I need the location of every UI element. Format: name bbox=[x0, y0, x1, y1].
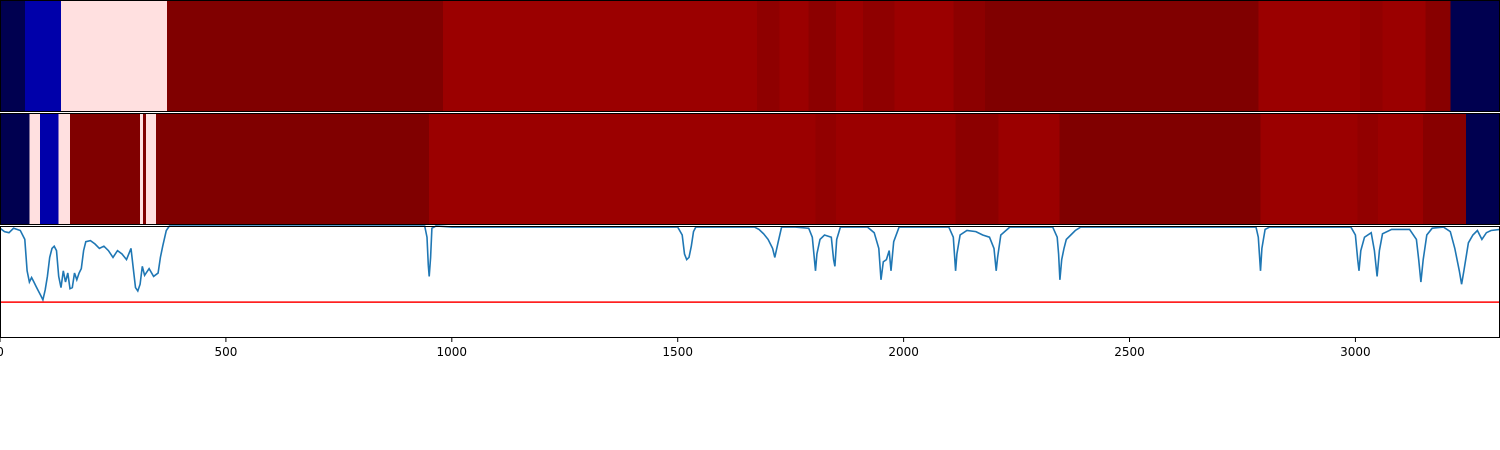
x-tick-label: 3000 bbox=[1340, 345, 1371, 359]
heatmap-cell bbox=[894, 0, 954, 112]
heatmap-cell bbox=[167, 0, 443, 112]
heatmap-cell bbox=[953, 0, 985, 112]
heatmap-cell bbox=[1466, 113, 1500, 225]
heatmap-cell bbox=[835, 113, 895, 225]
x-tick-label: 1000 bbox=[437, 345, 468, 359]
series-line bbox=[0, 225, 1500, 303]
heatmap-cell bbox=[155, 113, 430, 225]
heatmap-cell bbox=[29, 113, 40, 225]
line-plot-background bbox=[0, 226, 1500, 338]
x-tick-label: 500 bbox=[214, 345, 237, 359]
heatmap-cell bbox=[140, 113, 143, 225]
heatmap-cell bbox=[862, 0, 895, 112]
heatmap-cell bbox=[756, 0, 780, 112]
x-axis: 0 500 1000 1500 2000 2500 3000 bbox=[0, 338, 1371, 359]
heatmap-cell bbox=[808, 0, 836, 112]
heatmap-cell bbox=[1260, 113, 1358, 225]
heatmap-cell bbox=[1450, 0, 1500, 112]
heatmap-cell bbox=[70, 113, 141, 225]
x-tick-label: 0 bbox=[0, 345, 4, 359]
heatmap-cell bbox=[894, 113, 956, 225]
heatmap-cell bbox=[835, 0, 863, 112]
heatmap-cell bbox=[1258, 0, 1360, 112]
heatmap-cell bbox=[1423, 113, 1467, 225]
x-tick-label: 2500 bbox=[1114, 345, 1145, 359]
heatmap-cell bbox=[815, 113, 836, 225]
heatmap-cell bbox=[0, 0, 25, 112]
heatmap-cell bbox=[24, 0, 61, 112]
x-tick-label: 1500 bbox=[662, 345, 693, 359]
line-plot-panel bbox=[0, 225, 1500, 338]
heatmap-cell bbox=[984, 0, 1259, 112]
heatmap-cell bbox=[1359, 0, 1383, 112]
heatmap-cell bbox=[1059, 113, 1261, 225]
heatmap-cell bbox=[429, 113, 816, 225]
heatmap-cell bbox=[0, 113, 30, 225]
heatmap-cell bbox=[39, 113, 59, 225]
heatmap-cell bbox=[442, 0, 757, 112]
heatmap-cell bbox=[145, 113, 156, 225]
heatmap-cell bbox=[1357, 113, 1379, 225]
heatmap-strip-bottom bbox=[0, 113, 1500, 225]
x-tick-label: 2000 bbox=[888, 345, 919, 359]
heatmap-cell bbox=[1425, 0, 1451, 112]
heatmap-cell bbox=[998, 113, 1060, 225]
heatmap-cell bbox=[1382, 0, 1426, 112]
heatmap-cell bbox=[1378, 113, 1424, 225]
heatmap-cell bbox=[955, 113, 999, 225]
heatmap-strip-top bbox=[0, 0, 1500, 112]
heatmap-cell bbox=[58, 113, 71, 225]
heatmap-cell bbox=[779, 0, 809, 112]
heatmap-cell bbox=[60, 0, 168, 112]
heatmap-cell bbox=[142, 113, 146, 225]
